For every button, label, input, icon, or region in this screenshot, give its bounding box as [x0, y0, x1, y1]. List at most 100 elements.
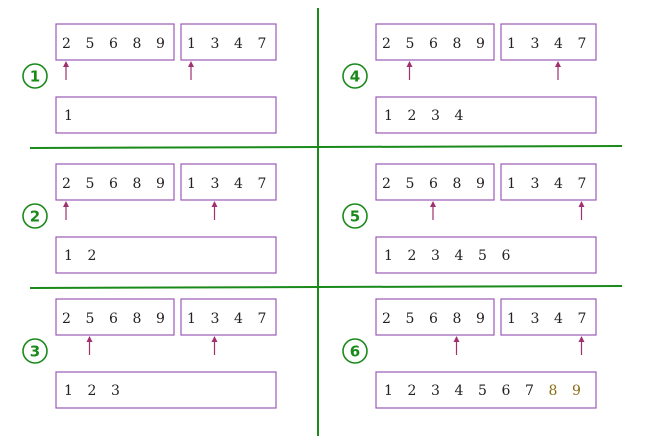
merged-result-box: [375, 371, 597, 409]
array-b-box: [500, 23, 597, 61]
array-b-value: 7: [258, 176, 267, 192]
merged-result-box: [375, 96, 597, 134]
array-a-value: 6: [109, 311, 118, 327]
array-b-value: 1: [507, 176, 516, 192]
step-marker: [22, 203, 48, 229]
array-a-box: [55, 23, 175, 61]
array-b-value: 4: [554, 36, 563, 52]
array-a-value: 9: [156, 36, 165, 52]
array-a-value: 5: [86, 176, 95, 192]
pointer-b-arrow: [211, 336, 218, 355]
array-a-value: 5: [406, 176, 415, 192]
step-marker: [22, 338, 48, 364]
merged-result-value: 9: [572, 383, 581, 399]
merged-result-value: 3: [431, 248, 440, 264]
pointer-b-arrow: [555, 61, 561, 80]
array-b-value: 4: [234, 176, 243, 192]
array-a-value: 2: [62, 311, 71, 327]
step-marker: [22, 63, 48, 89]
merged-result-value: 6: [502, 248, 511, 264]
array-a-value: 8: [453, 36, 462, 52]
pointer-a-arrow: [453, 336, 460, 355]
array-b-value: 3: [211, 36, 220, 52]
array-a-value: 8: [453, 176, 462, 192]
merged-result-value: 2: [88, 248, 97, 264]
array-b-value: 7: [578, 311, 587, 327]
merged-result-value: 2: [408, 383, 417, 399]
merged-result-value: 1: [64, 383, 73, 399]
array-b-value: 7: [578, 176, 587, 192]
array-a-value: 2: [382, 176, 391, 192]
merged-result-value: 4: [455, 108, 464, 124]
array-a-value: 9: [476, 36, 485, 52]
array-a-value: 5: [406, 36, 415, 52]
array-a-value: 6: [429, 311, 438, 327]
array-a-value: 2: [62, 36, 71, 52]
array-b-value: 7: [578, 36, 587, 52]
array-b-value: 4: [234, 36, 243, 52]
merged-result-value: 2: [408, 248, 417, 264]
merged-result-value: 1: [384, 383, 393, 399]
array-b-value: 3: [211, 176, 220, 192]
merged-result-value: 1: [384, 108, 393, 124]
array-b-value: 1: [187, 176, 196, 192]
step-panel-2: 2 5 6 8 9 1 3 4 721 2: [22, 163, 277, 274]
merged-result-box: [55, 371, 277, 409]
pointer-b-arrow: [578, 201, 585, 220]
array-a-value: 9: [476, 311, 485, 327]
merged-result-value: 7: [525, 383, 534, 399]
array-a-value: 6: [109, 176, 118, 192]
pointer-b-arrow: [211, 201, 218, 220]
array-a-value: 8: [133, 36, 142, 52]
step-number: 6: [350, 343, 360, 361]
merged-result-value: 4: [455, 248, 464, 264]
horizontal-divider-bottom: [29, 285, 623, 289]
array-b-value: 3: [531, 311, 540, 327]
step-number: 4: [350, 68, 360, 86]
merged-result-value: 3: [431, 108, 440, 124]
array-b-value: 7: [258, 36, 267, 52]
merged-result-value: 2: [408, 108, 417, 124]
array-b-value: 1: [187, 311, 196, 327]
pointer-a-arrow: [63, 201, 69, 220]
merged-result-value: 8: [549, 383, 558, 399]
merged-result-value: 1: [64, 248, 73, 264]
merged-result-value: 1: [64, 108, 73, 124]
pointer-b-arrow: [188, 61, 194, 80]
array-a-value: 6: [429, 176, 438, 192]
array-a-value: 9: [476, 176, 485, 192]
pointer-a-arrow: [430, 201, 436, 220]
pointer-a-arrow: [406, 61, 413, 80]
array-b-value: 3: [211, 311, 220, 327]
array-b-value: 3: [531, 176, 540, 192]
step-panel-5: 2 5 6 8 9 1 3 4 751 2 3 4 5 6: [342, 163, 597, 274]
merged-result-value: 4: [455, 383, 464, 399]
array-b-box: [180, 163, 277, 201]
merged-result-value: 6: [502, 383, 511, 399]
array-a-value: 2: [382, 311, 391, 327]
merged-result-value: 3: [431, 383, 440, 399]
array-a-box: [375, 23, 495, 61]
step-panel-1: 2 5 6 8 9 1 3 4 711: [22, 23, 277, 134]
merged-result-value: 2: [88, 383, 97, 399]
array-b-value: 1: [507, 311, 516, 327]
pointer-a-arrow: [63, 61, 69, 80]
merged-result-box: [375, 236, 597, 274]
step-number: 1: [30, 68, 40, 86]
step-panel-3: 2 5 6 8 9 1 3 4 731 2 3: [22, 298, 277, 409]
array-a-box: [55, 163, 175, 201]
array-a-value: 6: [429, 36, 438, 52]
array-b-value: 3: [531, 36, 540, 52]
step-marker: [342, 203, 368, 229]
pointer-b-arrow: [578, 336, 585, 355]
array-b-box: [180, 23, 277, 61]
array-a-value: 5: [86, 36, 95, 52]
pointer-a-arrow: [86, 336, 93, 355]
array-b-value: 4: [554, 311, 563, 327]
step-panel-4: 2 5 6 8 9 1 3 4 741 2 3 4: [342, 23, 597, 134]
array-a-value: 5: [406, 311, 415, 327]
array-b-box: [500, 163, 597, 201]
array-b-value: 1: [507, 36, 516, 52]
merged-result-value: 3: [111, 383, 120, 399]
